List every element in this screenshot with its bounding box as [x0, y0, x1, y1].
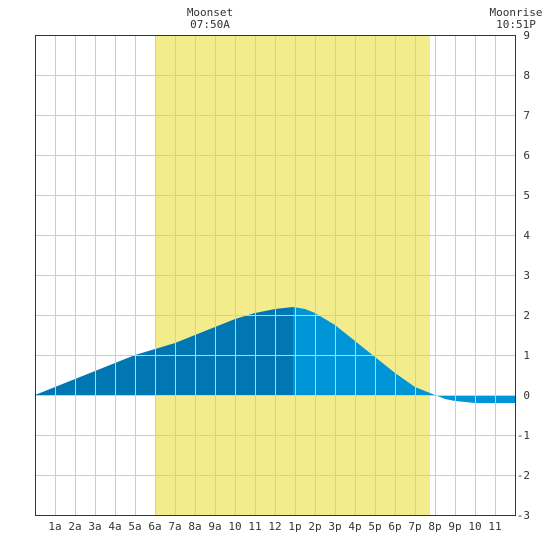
x-tick-label: 8p	[428, 520, 441, 533]
x-tick-label: 9p	[448, 520, 461, 533]
x-tick-label: 5a	[128, 520, 141, 533]
x-tick-label: 6p	[388, 520, 401, 533]
x-tick-label: 11	[488, 520, 501, 533]
x-tick-label: 2p	[308, 520, 321, 533]
x-tick-label: 7p	[408, 520, 421, 533]
x-tick-label: 11	[248, 520, 261, 533]
y-tick-label: 3	[523, 269, 530, 282]
y-tick-label: 4	[523, 229, 530, 242]
y-tick-label: 7	[523, 109, 530, 122]
x-tick-label: 5p	[368, 520, 381, 533]
plot-frame	[35, 35, 516, 516]
y-tick-label: 2	[523, 309, 530, 322]
y-tick-label: 1	[523, 349, 530, 362]
tide-area-falling	[293, 307, 515, 403]
moonset-label: Moonset	[187, 6, 233, 19]
x-tick-label: 4a	[108, 520, 121, 533]
x-tick-label: 3a	[88, 520, 101, 533]
y-tick-label: -2	[517, 469, 530, 482]
y-tick-label: 9	[523, 29, 530, 42]
x-tick-label: 8a	[188, 520, 201, 533]
x-tick-label: 2a	[68, 520, 81, 533]
x-tick-label: 1a	[48, 520, 61, 533]
moonrise-time: 10:51P	[496, 18, 536, 31]
x-tick-label: 10	[228, 520, 241, 533]
x-tick-label: 9a	[208, 520, 221, 533]
x-tick-label: 6a	[148, 520, 161, 533]
x-tick-label: 3p	[328, 520, 341, 533]
y-tick-label: 8	[523, 69, 530, 82]
x-tick-label: 12	[268, 520, 281, 533]
moonrise-label: Moonrise	[490, 6, 543, 19]
x-tick-label: 10	[468, 520, 481, 533]
tide-area-rising	[35, 307, 293, 395]
x-tick-label: 4p	[348, 520, 361, 533]
moonset-time: 07:50A	[190, 18, 230, 31]
y-tick-label: 6	[523, 149, 530, 162]
y-tick-label: -1	[517, 429, 530, 442]
x-tick-label: 1p	[288, 520, 301, 533]
y-tick-label: -3	[517, 509, 530, 522]
y-tick-label: 5	[523, 189, 530, 202]
y-tick-label: 0	[523, 389, 530, 402]
x-tick-label: 7a	[168, 520, 181, 533]
